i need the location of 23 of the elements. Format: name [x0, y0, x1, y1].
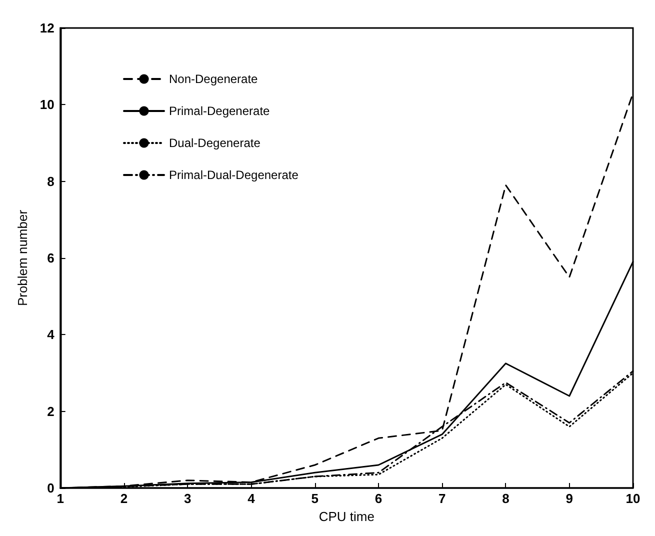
legend-label: Primal-Degenerate	[169, 104, 270, 118]
y-axis-title: Problem number	[15, 209, 30, 306]
y-tick-label: 0	[47, 480, 54, 496]
y-tick-label: 2	[47, 404, 54, 419]
y-tick-label: 12	[40, 20, 54, 36]
x-tick-label: 9	[566, 491, 573, 506]
legend-label: Primal-Dual-Degenerate	[169, 168, 299, 182]
x-tick-label: 7	[438, 491, 446, 506]
x-axis-title: CPU time	[318, 508, 374, 524]
x-tick-label: 5	[311, 491, 318, 506]
legend-label: Dual-Degenerate	[169, 136, 261, 150]
x-tick-label: 4	[248, 491, 256, 506]
y-tick-label: 4	[47, 327, 56, 342]
x-tick-label: 8	[502, 491, 510, 506]
x-tick-label: 1	[56, 491, 64, 506]
x-tick-label: 6	[374, 491, 382, 506]
y-tick-label: 8	[47, 174, 54, 189]
x-tick-label: 3	[184, 491, 192, 506]
y-tick-label: 6	[47, 250, 54, 266]
x-tick-label: 10	[626, 491, 640, 506]
y-tick-label: 10	[40, 97, 54, 112]
x-tick-label: 2	[120, 491, 128, 506]
legend-label: Non-Degenerate	[169, 72, 258, 86]
